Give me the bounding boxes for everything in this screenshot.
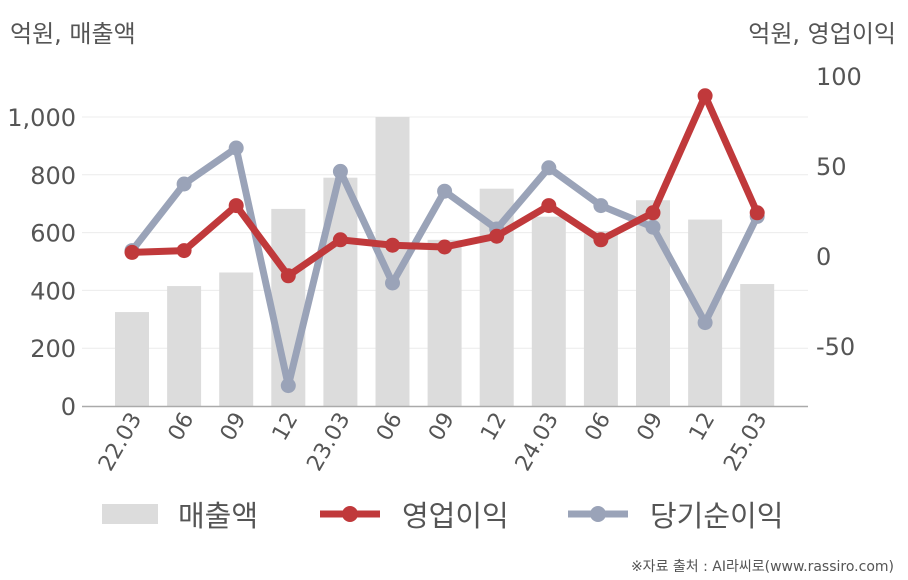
legend-label-revenue: 매출액 — [178, 499, 259, 533]
bar-revenue — [115, 312, 149, 406]
point-net-income — [385, 275, 400, 291]
point-operating-profit — [332, 232, 348, 248]
point-net-income — [280, 378, 296, 394]
left-tick-label: 400 — [30, 277, 76, 305]
point-operating-profit — [749, 205, 765, 221]
bar-revenue — [427, 239, 462, 406]
left-axis-unit: 억원, 매출액 — [10, 20, 136, 48]
bar-revenue — [167, 286, 202, 406]
point-operating-profit — [385, 237, 400, 253]
point-operating-profit — [541, 198, 557, 214]
point-operating-profit — [228, 198, 244, 214]
left-tick-label: 800 — [30, 162, 76, 190]
point-net-income — [437, 183, 453, 199]
point-net-income — [593, 198, 609, 214]
right-tick-label: 50 — [816, 153, 847, 181]
point-net-income — [228, 140, 244, 156]
legend-item-revenue: 매출액 — [102, 494, 258, 534]
source-note: ※자료 출처 : AI라씨로(www.rassiro.com) — [630, 559, 894, 575]
point-operating-profit — [437, 239, 453, 255]
left-tick-label: 200 — [30, 335, 76, 363]
x-tick-label: 06 — [580, 409, 616, 446]
point-operating-profit — [124, 244, 140, 260]
x-tick-label: 12 — [685, 409, 721, 446]
x-tick-label: 22.03 — [94, 409, 147, 476]
point-net-income — [645, 219, 661, 235]
x-tick-label: 23.03 — [302, 409, 355, 476]
left-tick-label: 1,000 — [7, 104, 76, 132]
bar-revenue — [740, 284, 775, 406]
point-operating-profit — [176, 243, 192, 259]
point-operating-profit — [645, 205, 661, 221]
x-tick-label: 09 — [424, 409, 460, 446]
legend-label-net-income: 당기순이익 — [650, 499, 784, 533]
bar-revenue — [688, 219, 723, 406]
right-tick-label: 100 — [816, 63, 862, 91]
point-operating-profit — [593, 232, 609, 248]
left-tick-label: 600 — [30, 220, 76, 248]
x-tick-label: 25.03 — [719, 409, 772, 476]
point-net-income — [176, 176, 192, 192]
right-axis-unit: 억원, 영업이익 — [748, 20, 896, 48]
legend-swatch-line-gray — [568, 506, 628, 522]
point-operating-profit — [697, 88, 713, 104]
legend-swatch-bar — [102, 504, 158, 524]
point-net-income — [541, 160, 557, 176]
point-net-income — [697, 315, 713, 331]
right-tick-label: 0 — [816, 243, 831, 271]
bar-revenue — [531, 216, 566, 406]
point-operating-profit — [489, 228, 505, 244]
legend-swatch-line-red — [320, 506, 380, 522]
legend-item-operating-profit: 영업이익 — [318, 494, 509, 534]
x-tick-label: 12 — [268, 409, 304, 446]
point-net-income — [332, 163, 348, 179]
x-tick-label: 09 — [633, 409, 669, 446]
legend-item-net-income: 당기순이익 — [566, 494, 783, 534]
legend: 매출액 영업이익 당기순이익 — [0, 494, 908, 534]
x-tick-label: 06 — [164, 409, 200, 446]
bar-revenue — [583, 231, 618, 406]
x-tick-label: 12 — [476, 409, 512, 446]
left-tick-label: 0 — [61, 393, 76, 421]
right-tick-label: -50 — [816, 333, 855, 361]
x-tick-label: 06 — [372, 409, 408, 446]
x-tick-label: 24.03 — [511, 409, 564, 476]
point-operating-profit — [280, 268, 296, 284]
x-tick-label: 09 — [216, 409, 252, 446]
bar-revenue — [219, 272, 254, 406]
legend-label-operating-profit: 영업이익 — [402, 499, 509, 533]
